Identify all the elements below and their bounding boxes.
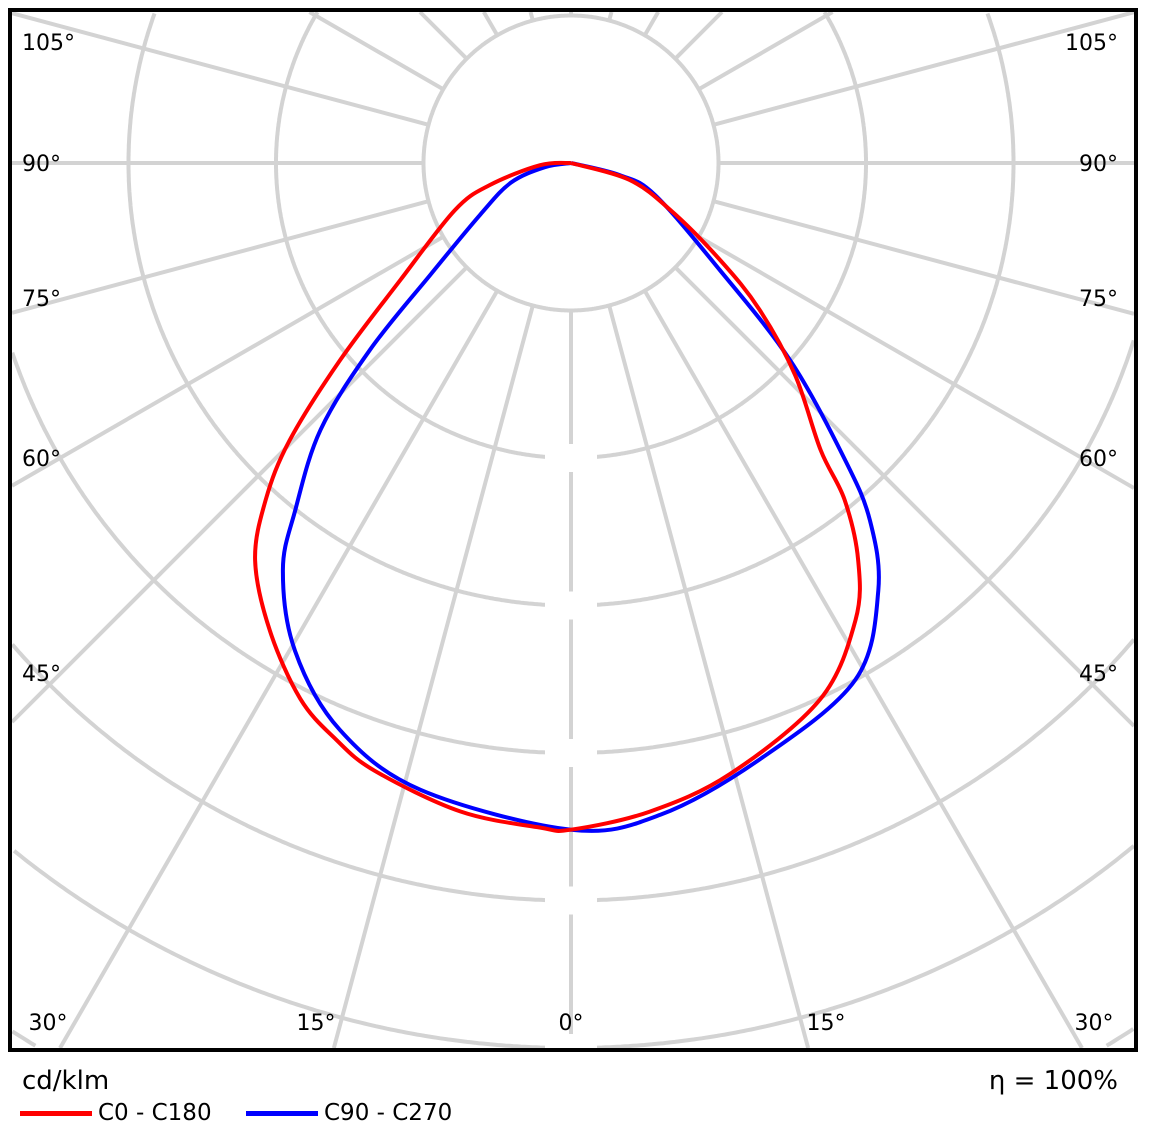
grid-circle xyxy=(10,339,1136,755)
legend-swatch-red xyxy=(20,1110,92,1116)
angle-label-bottom: 0° xyxy=(559,1011,584,1036)
grid-circle xyxy=(12,844,1136,1050)
grid-spoke xyxy=(11,199,430,315)
grid-spoke xyxy=(11,235,445,488)
legend-item-c0-c180: C0 - C180 xyxy=(20,1100,212,1126)
angle-label-right: 105° xyxy=(1065,31,1118,56)
series-line-red xyxy=(253,160,862,833)
angle-label-left: 75° xyxy=(22,287,61,312)
angle-label-left: 60° xyxy=(22,447,61,472)
unit-label: cd/klm xyxy=(22,1066,110,1096)
grid-spoke xyxy=(712,199,1135,316)
grid-spoke xyxy=(607,11,614,22)
angle-label-left: 90° xyxy=(22,152,61,177)
angle-label-bottom: 15° xyxy=(807,1011,846,1036)
legend-label: C90 - C270 xyxy=(324,1100,453,1126)
grid-spoke xyxy=(643,11,660,37)
angle-label-right: 60° xyxy=(1079,447,1118,472)
grid-spoke xyxy=(673,265,1136,728)
angle-label-right: 45° xyxy=(1079,662,1118,687)
radial-label-gap xyxy=(545,886,597,915)
angle-label-left: 105° xyxy=(22,31,75,56)
grid-spoke xyxy=(607,304,811,1049)
grid-spoke xyxy=(58,289,499,1049)
grid-spoke xyxy=(673,10,724,61)
grid-circle xyxy=(126,12,1016,608)
grid-spoke xyxy=(10,265,469,724)
polar-grid xyxy=(10,10,1136,1062)
angle-label-right: 90° xyxy=(1079,152,1118,177)
grid-spoke xyxy=(331,304,535,1049)
grid-spoke xyxy=(697,10,834,91)
grid-spoke xyxy=(418,10,469,61)
angle-label-bottom: 15° xyxy=(297,1011,336,1036)
angle-label-right: 75° xyxy=(1079,287,1118,312)
grid-spoke xyxy=(11,11,430,127)
legend-swatch-blue xyxy=(246,1110,318,1116)
angle-label-left: 45° xyxy=(22,662,61,687)
chart-frame xyxy=(8,8,1138,1052)
angle-label-bottom: 30° xyxy=(29,1011,68,1036)
angle-labels: 105° 105° 90° 90° 75° 75° 60° 60° 45° 45° 30° 15° 0°… xyxy=(22,31,1118,1036)
efficiency-label: η = 100% xyxy=(988,1066,1118,1096)
grid-circle xyxy=(10,638,1136,903)
curves xyxy=(253,160,881,833)
legend-item-c90-c270: C90 - C270 xyxy=(246,1100,452,1126)
grid-spoke xyxy=(712,10,1135,127)
legend-label: C0 - C180 xyxy=(98,1100,212,1126)
grid-spoke xyxy=(482,10,499,37)
grid-spoke xyxy=(528,11,535,22)
radial-label-gap xyxy=(545,444,597,472)
radial-label-gap xyxy=(545,591,597,620)
grid-spoke xyxy=(697,235,1135,490)
grid-spoke xyxy=(308,10,445,91)
angle-label-bottom: 30° xyxy=(1075,1011,1114,1036)
grid-circle xyxy=(11,1027,1135,1048)
radial-label-gap xyxy=(545,739,597,767)
